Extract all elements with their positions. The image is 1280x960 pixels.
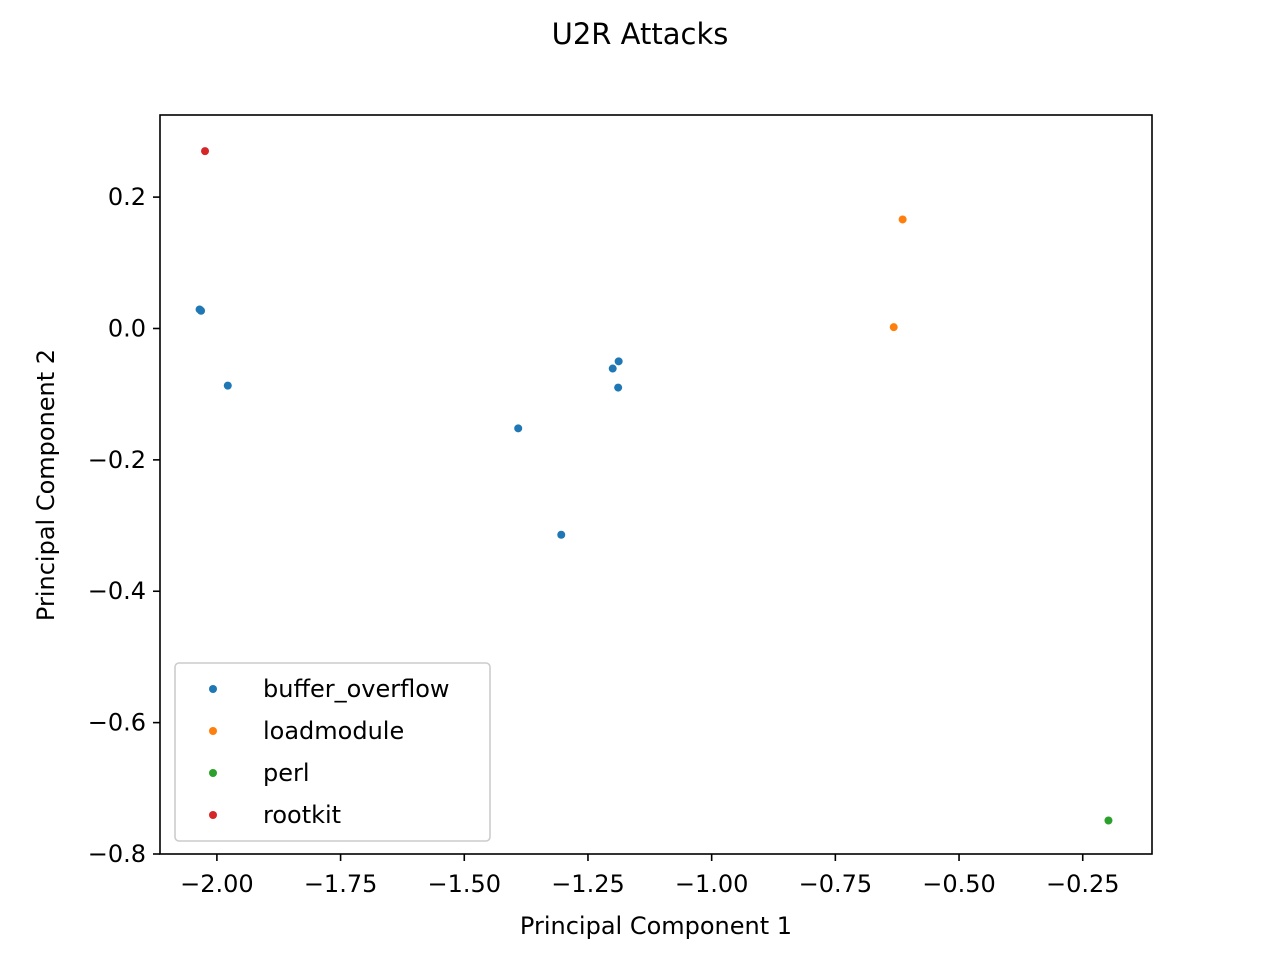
x-tick-label: −0.25: [1046, 870, 1120, 898]
x-tick-label: −1.50: [428, 870, 502, 898]
x-tick-label: −0.50: [922, 870, 996, 898]
series-perl: [1104, 816, 1113, 825]
y-tick-label: −0.6: [88, 709, 146, 737]
legend-label: buffer_overflow: [263, 675, 450, 703]
x-tick-label: −1.25: [551, 870, 625, 898]
data-point: [197, 306, 206, 315]
y-tick-label: −0.8: [88, 840, 146, 868]
y-tick-label: −0.4: [88, 577, 146, 605]
x-axis: −2.00 −1.75 −1.50 −1.25 −1.00 −0.75 −0.50 −0.25: [180, 854, 1120, 898]
y-tick-label: −0.2: [88, 446, 146, 474]
legend-marker: [209, 769, 217, 777]
data-point: [514, 424, 523, 433]
data-point: [223, 381, 232, 390]
x-tick-label: −2.00: [180, 870, 254, 898]
data-points: [195, 147, 1113, 825]
legend-marker: [209, 685, 217, 693]
series-rootkit: [201, 147, 210, 156]
legend-label: loadmodule: [263, 717, 404, 745]
data-point: [608, 364, 617, 373]
data-point: [1104, 816, 1113, 825]
data-point: [889, 323, 898, 332]
legend: buffer_overflow loadmodule perl rootkit: [174, 662, 491, 842]
data-point: [557, 530, 566, 539]
x-tick-label: −1.75: [304, 870, 378, 898]
chart-title: U2R Attacks: [552, 17, 729, 51]
series-buffer_overflow: [195, 305, 623, 539]
legend-marker: [209, 727, 217, 735]
y-tick-label: 0.0: [108, 314, 146, 342]
legend-box: [174, 662, 491, 842]
data-point: [614, 357, 623, 366]
legend-marker: [209, 811, 217, 819]
data-point: [614, 383, 623, 392]
x-tick-label: −0.75: [799, 870, 873, 898]
x-tick-label: −1.00: [675, 870, 749, 898]
plot-frame: [159, 114, 1153, 855]
series-loadmodule: [889, 215, 907, 332]
legend-label: rootkit: [263, 801, 341, 829]
y-tick-label: 0.2: [108, 183, 146, 211]
y-axis-label: Principal Component 2: [32, 349, 60, 621]
data-point: [201, 147, 210, 156]
data-point: [898, 215, 907, 224]
x-axis-label: Principal Component 1: [520, 912, 792, 940]
legend-label: perl: [263, 759, 310, 787]
y-axis: 0.2 0.0 −0.2 −0.4 −0.6 −0.8: [88, 183, 160, 868]
